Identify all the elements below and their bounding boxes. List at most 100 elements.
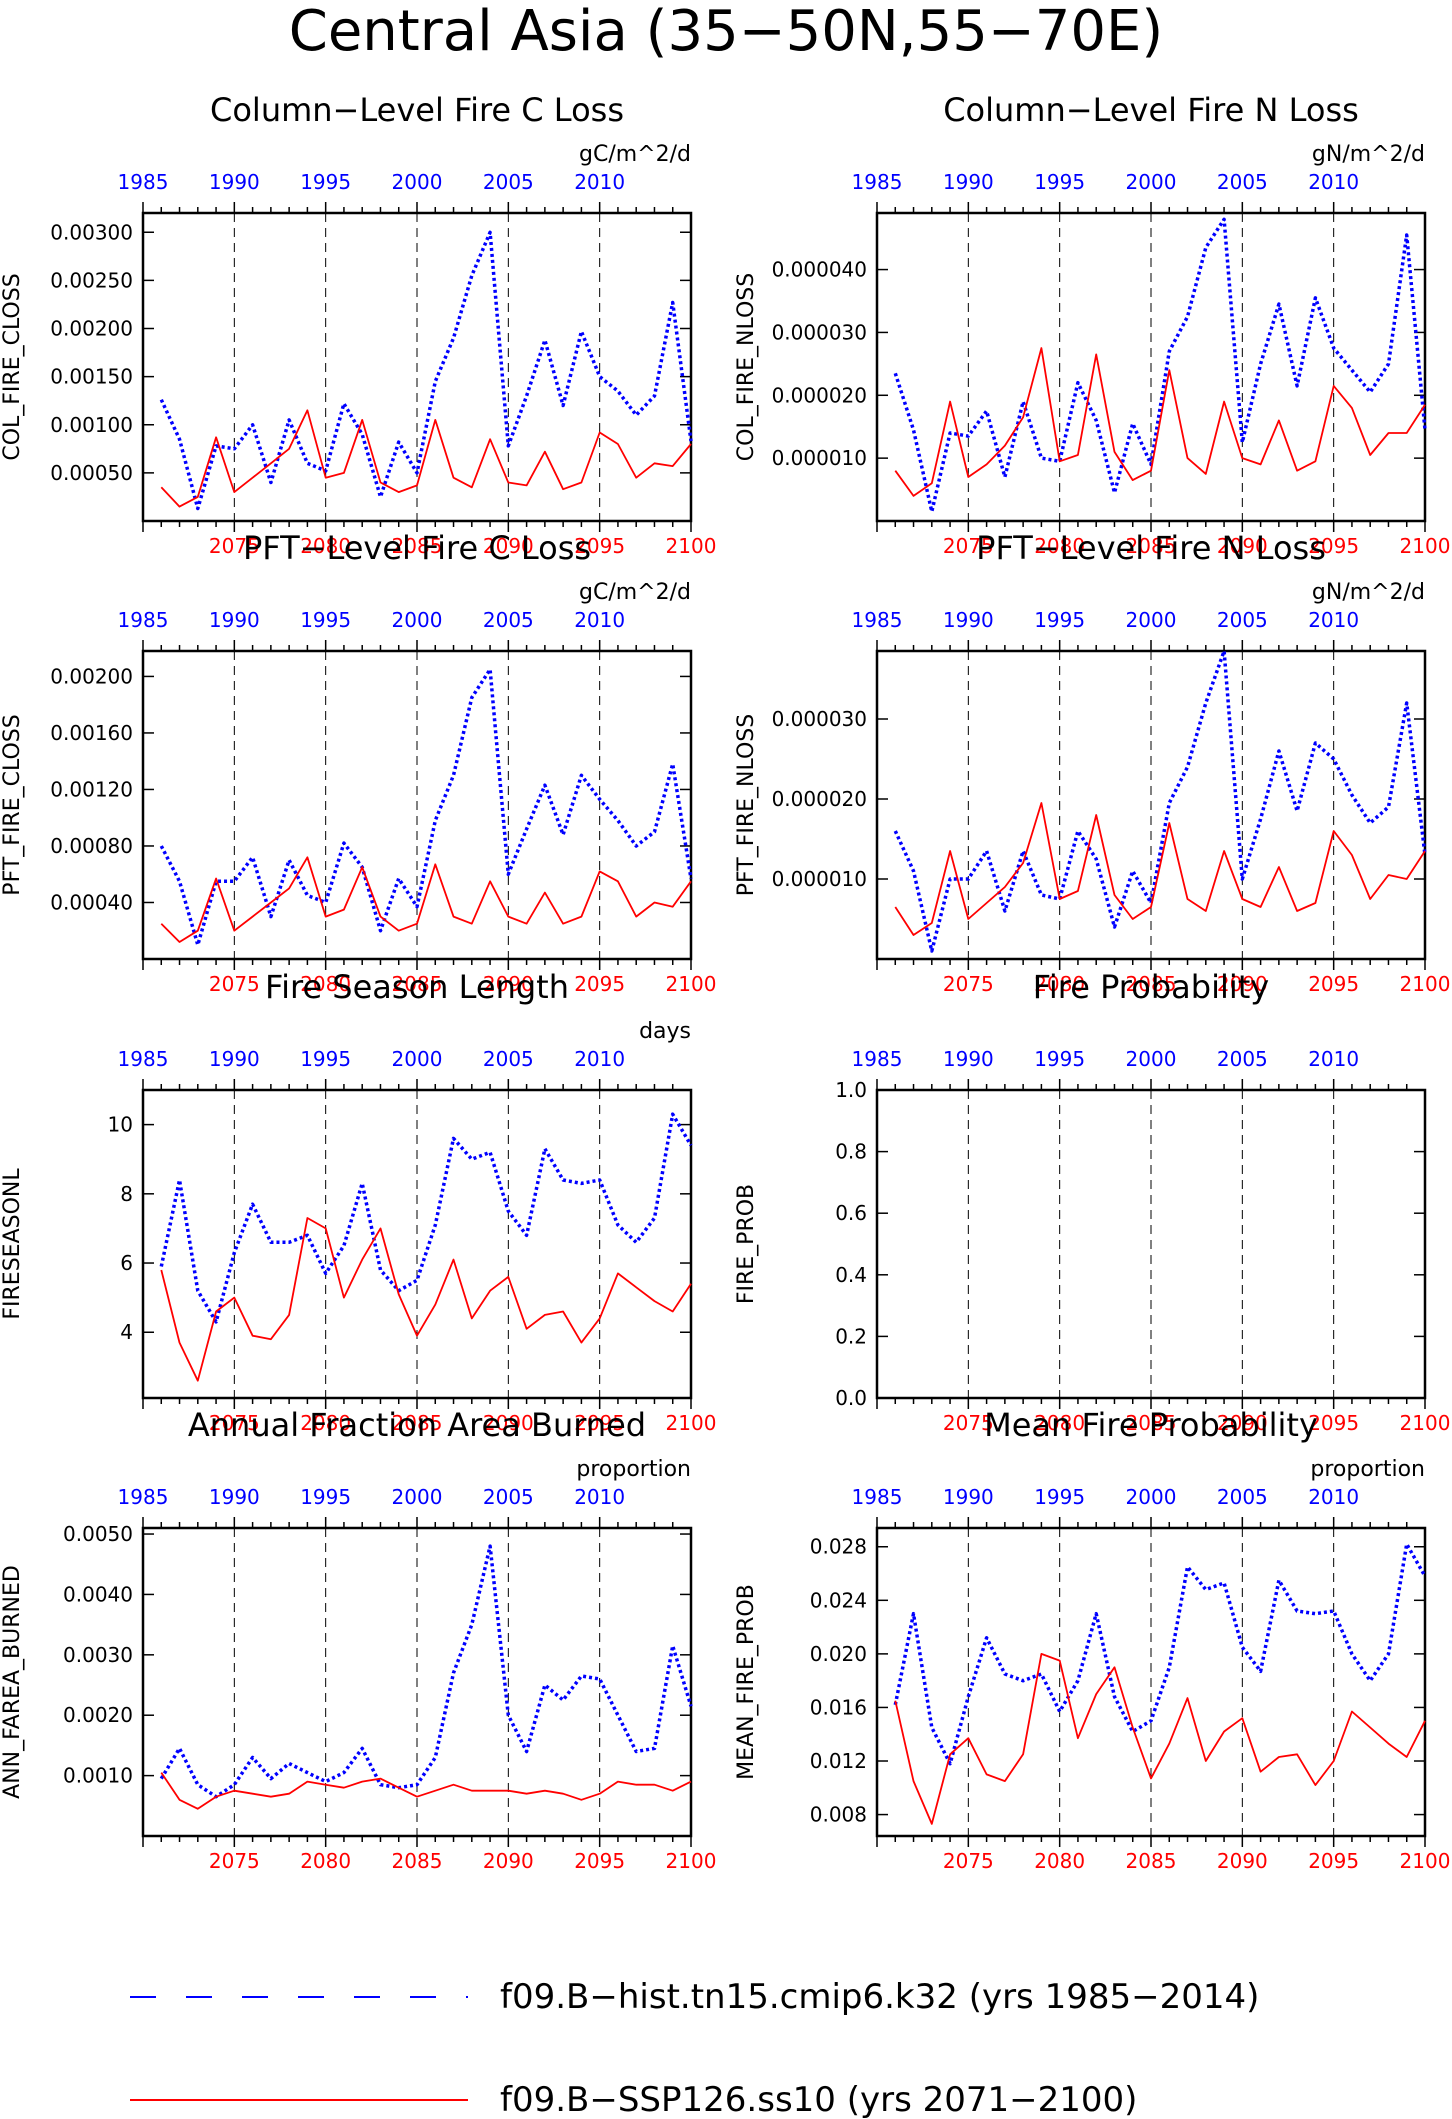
panels: 1985 1990 1995 2000 2005 2010 2075 2080 2085 2090… bbox=[0, 91, 1450, 1873]
hist-series bbox=[159, 667, 693, 947]
hist-line bbox=[159, 667, 693, 947]
y-tick-label: 0.00080 bbox=[50, 834, 133, 858]
x-top-tick-label: 2010 bbox=[1308, 170, 1359, 194]
y-tick-label: 0.4 bbox=[835, 1263, 867, 1287]
x-bottom-tick-label: 2075 bbox=[209, 534, 260, 558]
x-top-tick-label: 2000 bbox=[1126, 1047, 1177, 1071]
x-bottom-tick-label: 2075 bbox=[943, 1849, 994, 1873]
y-tick-label: 0.000010 bbox=[772, 446, 867, 470]
chart-title: Column−Level Fire N Loss bbox=[943, 91, 1359, 129]
x-bottom-tick-label: 2090 bbox=[483, 972, 534, 996]
ssp-series bbox=[160, 1772, 692, 1810]
y-tick-label: 0.0030 bbox=[63, 1643, 133, 1667]
x-top-tick-label: 1990 bbox=[209, 1047, 260, 1071]
x-bottom-tick-label: 2100 bbox=[1400, 534, 1451, 558]
x-top-tick-label: 2000 bbox=[392, 608, 443, 632]
ssp-series bbox=[160, 856, 692, 943]
chart-panel: 1985 1990 1995 2000 2005 2010 2075 2080 2085 2090… bbox=[0, 1406, 716, 1873]
x-top-tick-label: 2005 bbox=[1217, 170, 1268, 194]
ssp-series bbox=[160, 1217, 692, 1382]
x-top-tick-label: 2010 bbox=[574, 1485, 625, 1509]
chart-title: Fire Probability bbox=[1033, 968, 1269, 1006]
y-tick-label: 0.000010 bbox=[772, 867, 867, 891]
ssp-line bbox=[894, 347, 1426, 497]
y-tick-label: 0.00200 bbox=[50, 664, 133, 688]
hist-series bbox=[159, 1112, 693, 1324]
x-top-tick-label: 1985 bbox=[852, 170, 903, 194]
legend-hist-label: f09.B−hist.tn15.cmip6.k32 (yrs 1985−2014… bbox=[500, 1977, 1259, 2017]
x-bottom-tick-label: 2080 bbox=[300, 972, 351, 996]
x-bottom-tick-label: 2090 bbox=[1217, 534, 1268, 558]
units-label: gC/m^2/d bbox=[579, 580, 691, 605]
y-tick-label: 0.000020 bbox=[772, 787, 867, 811]
y-tick-label: 1.0 bbox=[835, 1078, 867, 1102]
legend-ssp-label: f09.B−SSP126.ss10 (yrs 2071−2100) bbox=[500, 2080, 1137, 2119]
chart-title: PFT−Level Fire C Loss bbox=[243, 529, 591, 567]
x-bottom-tick-label: 2095 bbox=[574, 1849, 625, 1873]
hist-series bbox=[159, 1544, 693, 1799]
chart-panel: 1985 1990 1995 2000 2005 2010 2075 2080 2085 2090… bbox=[734, 91, 1450, 558]
y-axis-label: PFT_FIRE_NLOSS bbox=[734, 714, 759, 896]
y-tick-label: 0.00040 bbox=[50, 890, 133, 914]
ssp-series bbox=[894, 347, 1426, 497]
y-tick-label: 0.00050 bbox=[50, 461, 133, 485]
x-bottom-tick-label: 2080 bbox=[1034, 534, 1085, 558]
x-bottom-tick-label: 2090 bbox=[1217, 972, 1268, 996]
x-top-tick-label: 1985 bbox=[118, 1485, 169, 1509]
x-bottom-tick-label: 2095 bbox=[1308, 534, 1359, 558]
x-top-tick-label: 1985 bbox=[118, 1047, 169, 1071]
x-top-tick-label: 1990 bbox=[943, 1047, 994, 1071]
x-bottom-tick-label: 2095 bbox=[1308, 1849, 1359, 1873]
y-axis-label: ANN_FAREA_BURNED bbox=[0, 1565, 25, 1799]
x-bottom-tick-label: 2085 bbox=[1126, 1411, 1177, 1435]
x-top-tick-label: 1985 bbox=[852, 1047, 903, 1071]
y-tick-label: 0.0 bbox=[835, 1386, 867, 1410]
x-bottom-tick-label: 2075 bbox=[209, 972, 260, 996]
chart-panel: 1985 1990 1995 2000 2005 2010 2075 2080 2085 2090… bbox=[0, 91, 716, 558]
y-tick-label: 0.0010 bbox=[63, 1764, 133, 1788]
hist-series bbox=[893, 217, 1427, 514]
x-top-tick-label: 2010 bbox=[574, 170, 625, 194]
x-top-tick-label: 1990 bbox=[209, 1485, 260, 1509]
x-top-tick-label: 2005 bbox=[483, 1485, 534, 1509]
x-top-tick-label: 2000 bbox=[1126, 170, 1177, 194]
x-top-tick-label: 2010 bbox=[574, 1047, 625, 1071]
y-tick-label: 0.00160 bbox=[50, 721, 133, 745]
units-label: proportion bbox=[576, 1457, 691, 1482]
y-axis-label: COL_FIRE_NLOSS bbox=[734, 273, 759, 461]
hist-line bbox=[893, 217, 1427, 514]
x-bottom-tick-label: 2095 bbox=[574, 534, 625, 558]
x-top-tick-label: 1995 bbox=[1034, 1047, 1085, 1071]
x-bottom-tick-label: 2090 bbox=[1217, 1849, 1268, 1873]
x-bottom-tick-label: 2080 bbox=[300, 1849, 351, 1873]
chart-title: PFT−Level Fire N Loss bbox=[976, 529, 1326, 567]
x-bottom-tick-label: 2080 bbox=[1034, 972, 1085, 996]
x-bottom-tick-label: 2080 bbox=[1034, 1849, 1085, 1873]
x-top-tick-label: 1985 bbox=[852, 1485, 903, 1509]
x-bottom-tick-label: 2095 bbox=[1308, 1411, 1359, 1435]
x-bottom-tick-label: 2080 bbox=[300, 534, 351, 558]
y-tick-label: 0.8 bbox=[835, 1140, 867, 1164]
x-bottom-tick-label: 2075 bbox=[943, 1411, 994, 1435]
x-top-tick-label: 1995 bbox=[300, 170, 351, 194]
y-tick-label: 0.016 bbox=[810, 1695, 867, 1719]
x-bottom-tick-label: 2085 bbox=[392, 1411, 443, 1435]
ssp-series bbox=[894, 802, 1426, 936]
y-tick-label: 0.012 bbox=[810, 1749, 867, 1773]
chart-title: Column−Level Fire C Loss bbox=[210, 91, 624, 129]
x-top-tick-label: 1995 bbox=[300, 608, 351, 632]
x-bottom-tick-label: 2075 bbox=[209, 1849, 260, 1873]
x-top-tick-label: 2010 bbox=[1308, 608, 1359, 632]
y-tick-label: 0.0020 bbox=[63, 1703, 133, 1727]
x-top-tick-label: 1995 bbox=[300, 1047, 351, 1071]
x-top-tick-label: 2000 bbox=[392, 1047, 443, 1071]
chart-title: Annual Fraction Area Burned bbox=[188, 1406, 646, 1444]
x-top-tick-label: 1990 bbox=[943, 170, 994, 194]
chart-panel: 1985 1990 1995 2000 2005 2010 2075 2080 2085 2090… bbox=[0, 529, 716, 996]
x-top-tick-label: 2005 bbox=[483, 170, 534, 194]
x-bottom-tick-label: 2090 bbox=[483, 1849, 534, 1873]
y-axis-label: FIRESEASONL bbox=[0, 1168, 25, 1320]
chart-title: Mean Fire Probability bbox=[984, 1406, 1318, 1444]
x-top-tick-label: 2010 bbox=[1308, 1485, 1359, 1509]
y-tick-label: 0.024 bbox=[810, 1588, 867, 1612]
